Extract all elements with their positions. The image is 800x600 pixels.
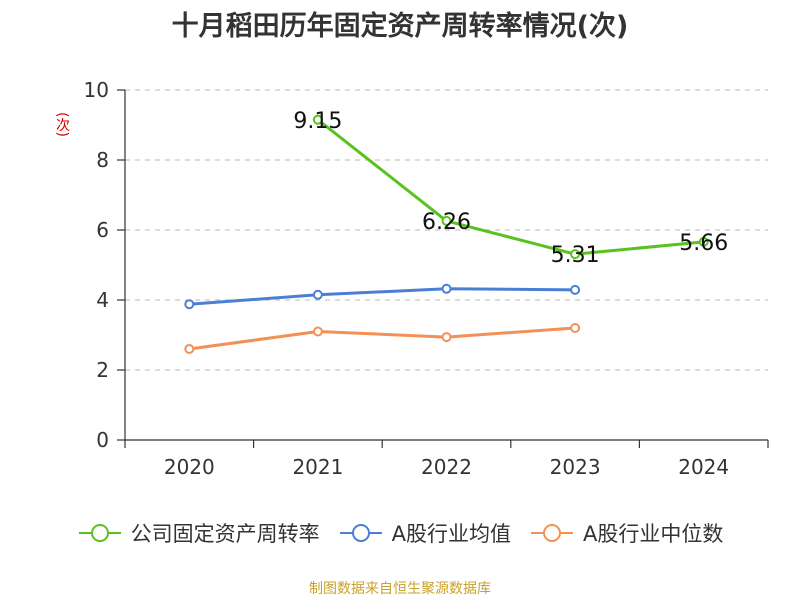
data-label: 9.15: [293, 109, 342, 134]
legend-swatch-industry-mean: [339, 524, 382, 542]
series-line-1: [189, 287, 576, 306]
y-tick-label: 0: [96, 428, 109, 452]
y-tick-label: 10: [84, 78, 109, 102]
data-point: [312, 326, 323, 337]
data-point: [570, 323, 581, 333]
data-point: [441, 283, 452, 294]
y-tick-label: 6: [96, 218, 109, 242]
chart-title: 十月稻田历年固定资产周转率情况(次): [171, 11, 629, 42]
data-point: [570, 249, 581, 260]
series-line-0: [316, 118, 704, 256]
x-tick-label-2022: 2022: [421, 455, 472, 479]
data-point: [698, 236, 709, 247]
x-tick-label-2023: 2023: [550, 455, 601, 479]
y-axis-unit: (次): [54, 112, 70, 137]
x-tick-label-2021: 2021: [292, 455, 343, 479]
legend-swatch-company: [78, 524, 121, 542]
legend-item-company[interactable]: 公司固定资产周转率: [77, 518, 320, 548]
y-tick-label: 4: [96, 288, 109, 312]
legend: 公司固定资产周转率 A股行业均值 A股行业中位数: [0, 518, 800, 548]
data-point: [312, 114, 323, 125]
data-label: 5.66: [679, 231, 728, 256]
legend-item-industry-mean[interactable]: A股行业均值: [338, 518, 511, 548]
data-point: [184, 299, 195, 310]
data-point: [441, 215, 452, 226]
legend-swatch-industry-median: [531, 524, 573, 542]
data-point: [570, 284, 581, 295]
series-line-2: [189, 326, 576, 351]
chart-plot: 0 2 4 6 8 10 2020 2021 2022 2023 2024 9.15 6.26 5.31…: [84, 78, 769, 479]
data-label: 5.31: [551, 243, 600, 268]
data-point: [441, 332, 452, 343]
y-tick-label: 2: [96, 358, 109, 382]
y-tick-label: 8: [96, 148, 109, 172]
data-point: [312, 289, 323, 300]
data-point: [184, 344, 195, 354]
legend-label-industry-mean: A股行业均值: [391, 522, 511, 546]
legend-label-company: 公司固定资产周转率: [130, 522, 320, 546]
x-tick-label-2020: 2020: [164, 455, 215, 479]
x-tick-label-2024: 2024: [678, 455, 729, 479]
legend-item-industry-median[interactable]: A股行业中位数: [529, 518, 723, 548]
data-label: 6.26: [422, 210, 471, 235]
legend-label-industry-median: A股行业中位数: [583, 522, 724, 546]
data-source-note: 制图数据来自恒生聚源数据库: [309, 581, 491, 597]
